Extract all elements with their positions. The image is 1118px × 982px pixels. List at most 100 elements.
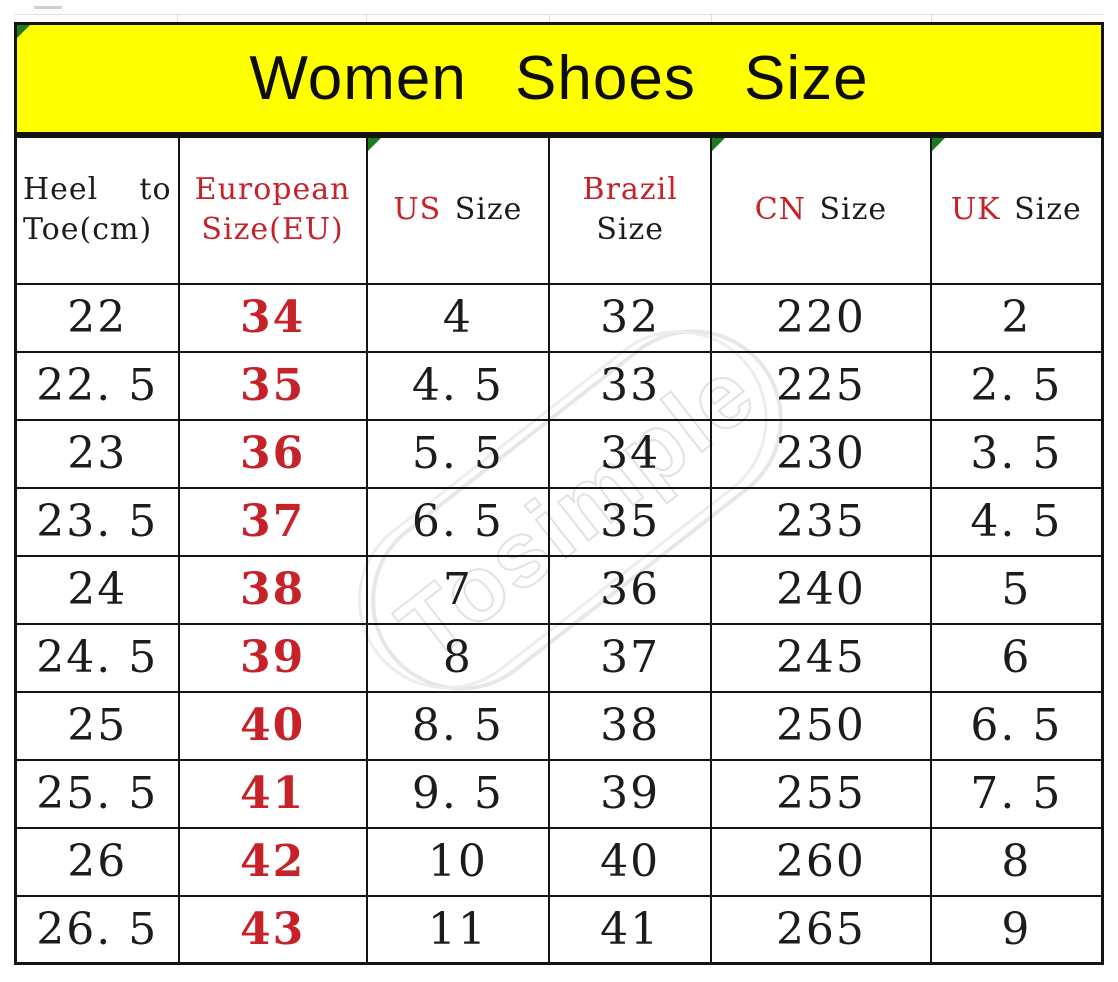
table-row: 26 42 10 40 260 8 [14, 826, 1104, 897]
header-text: European [194, 171, 351, 207]
cell-uk: 6. 5 [929, 690, 1104, 761]
cell-cn: 225 [710, 350, 932, 421]
header-text: UK [950, 192, 1001, 227]
cell-brazil: 37 [548, 622, 713, 693]
ghost-gridline [177, 15, 178, 23]
cell-brazil: 39 [548, 758, 713, 829]
cell-eu: 40 [177, 690, 368, 761]
table-row: 24 38 7 36 240 5 [14, 554, 1104, 625]
header-text: Toe(cm) [23, 212, 153, 248]
cell-uk: 9 [929, 894, 1104, 965]
cell-us: 10 [365, 826, 551, 897]
cell-eu: 41 [177, 758, 368, 829]
cell-brazil: 40 [548, 826, 713, 897]
cell-uk: 2 [929, 282, 1104, 353]
cell-brazil: 38 [548, 690, 713, 761]
cell-uk: 3. 5 [929, 418, 1104, 489]
cell-eu: 38 [177, 554, 368, 625]
header-text: Size [596, 212, 665, 248]
cell-brazil: 36 [548, 554, 713, 625]
cell-eu: 36 [177, 418, 368, 489]
cell-us: 6. 5 [365, 486, 551, 557]
header-text: Size [1014, 192, 1082, 227]
table-row: 22 34 4 32 220 2 [14, 282, 1104, 353]
cell-cn: 220 [710, 282, 932, 353]
table-row: 25 40 8. 5 38 250 6. 5 [14, 690, 1104, 761]
header-row: Heel to Toe(cm) European Size(EU) US Size… [14, 135, 1104, 285]
header-text: Size [819, 192, 888, 227]
cell-uk: 8 [929, 826, 1104, 897]
ghost-gridline [366, 15, 367, 23]
ghost-gridline [711, 15, 712, 23]
column-header-cn-size: CN Size [710, 135, 932, 285]
header-text: Heel [23, 171, 99, 207]
cell-brazil: 33 [548, 350, 713, 421]
cell-heel: 24 [14, 554, 180, 625]
ghost-gridline [14, 14, 1104, 15]
page-title: Women Shoes Size [249, 44, 869, 113]
cell-cn: 250 [710, 690, 932, 761]
cell-eu: 35 [177, 350, 368, 421]
cell-eu: 39 [177, 622, 368, 693]
size-table: Heel to Toe(cm) European Size(EU) US Size… [14, 135, 1104, 965]
cell-heel: 26 [14, 826, 180, 897]
green-corner-marker-icon [17, 25, 30, 38]
cell-brazil: 41 [548, 894, 713, 965]
cell-eu: 43 [177, 894, 368, 965]
column-header-uk-size: UK Size [929, 135, 1104, 285]
ghost-gridline [931, 15, 932, 23]
table-row: 24. 5 39 8 37 245 6 [14, 622, 1104, 693]
cell-us: 9. 5 [365, 758, 551, 829]
cell-cn: 265 [710, 894, 932, 965]
header-text: Size(EU) [201, 212, 344, 248]
title-banner: Women Shoes Size [14, 22, 1104, 135]
cell-brazil: 32 [548, 282, 713, 353]
cell-uk: 6 [929, 622, 1104, 693]
cell-heel: 22. 5 [14, 350, 180, 421]
cell-heel: 22 [14, 282, 180, 353]
header-text: to [139, 171, 172, 207]
table-row: 26. 5 43 11 41 265 9 [14, 894, 1104, 965]
cell-us: 8. 5 [365, 690, 551, 761]
cell-us: 5. 5 [365, 418, 551, 489]
cell-us: 4 [365, 282, 551, 353]
cell-cn: 240 [710, 554, 932, 625]
cell-heel: 24. 5 [14, 622, 180, 693]
cell-eu: 42 [177, 826, 368, 897]
table-row: 23 36 5. 5 34 230 3. 5 [14, 418, 1104, 489]
cell-us: 11 [365, 894, 551, 965]
header-text: Brazil [582, 171, 678, 207]
green-corner-marker-icon [367, 138, 381, 151]
green-corner-marker-icon [931, 138, 945, 151]
cell-heel: 25. 5 [14, 758, 180, 829]
cell-eu: 34 [177, 282, 368, 353]
ghost-gridline [34, 6, 62, 9]
cell-brazil: 34 [548, 418, 713, 489]
header-text: Size [454, 192, 523, 227]
cell-cn: 245 [710, 622, 932, 693]
header-text: US [393, 192, 442, 227]
cell-cn: 230 [710, 418, 932, 489]
cell-eu: 37 [177, 486, 368, 557]
cell-heel: 23 [14, 418, 180, 489]
cell-cn: 260 [710, 826, 932, 897]
cell-heel: 25 [14, 690, 180, 761]
cell-uk: 5 [929, 554, 1104, 625]
column-header-eu-size: European Size(EU) [177, 135, 368, 285]
cell-uk: 7. 5 [929, 758, 1104, 829]
table-row: 25. 5 41 9. 5 39 255 7. 5 [14, 758, 1104, 829]
cell-cn: 235 [710, 486, 932, 557]
cell-us: 4. 5 [365, 350, 551, 421]
cell-us: 8 [365, 622, 551, 693]
cell-brazil: 35 [548, 486, 713, 557]
cell-heel: 23. 5 [14, 486, 180, 557]
column-header-heel-to-toe: Heel to Toe(cm) [14, 135, 180, 285]
cell-us: 7 [365, 554, 551, 625]
column-header-brazil-size: Brazil Size [548, 135, 713, 285]
green-corner-marker-icon [712, 138, 726, 151]
column-header-us-size: US Size [365, 135, 551, 285]
cell-uk: 2. 5 [929, 350, 1104, 421]
ghost-gridline [549, 15, 550, 23]
